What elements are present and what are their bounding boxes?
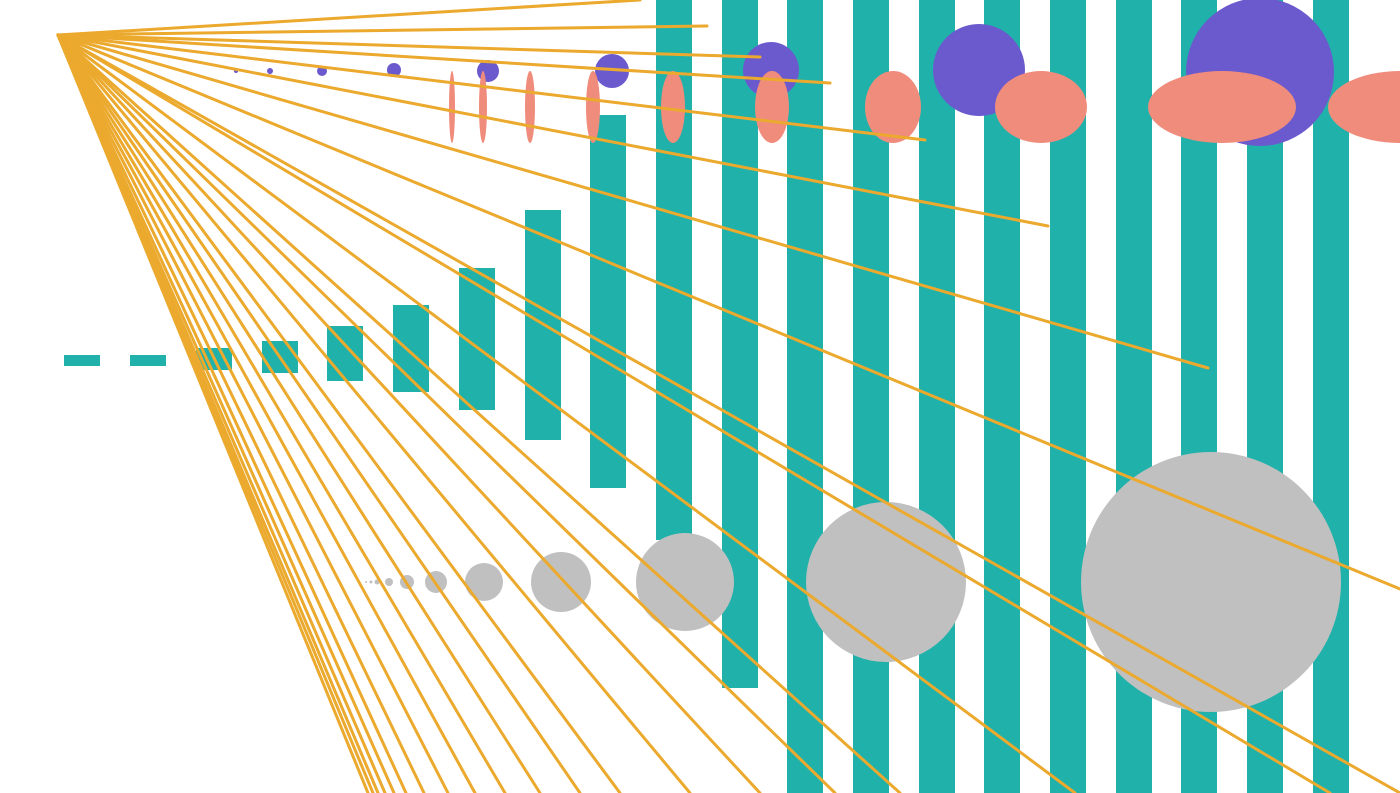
gold-ray-20 [56, 33, 477, 793]
gold-ray-21 [56, 33, 450, 793]
teal-bar-20 [1313, 0, 1349, 793]
gold-ray-19 [56, 33, 507, 793]
gold-ray-12 [56, 33, 902, 793]
teal-bar-9 [590, 115, 626, 488]
salmon-ellipse-3 [525, 71, 535, 143]
gold-ray-17 [56, 33, 582, 793]
gray-circle-1 [365, 581, 367, 583]
salmon-ellipse-6 [755, 71, 789, 143]
gold-ray-6 [56, 33, 1050, 228]
gray-circle-2 [369, 580, 373, 584]
gold-ray-7 [56, 33, 1210, 370]
teal-bar-12 [787, 0, 823, 793]
salmon-ellipse-7 [865, 71, 921, 143]
salmon-ellipse-9 [1148, 71, 1296, 143]
teal-bar-1 [64, 355, 100, 366]
gold-ray-10 [56, 33, 1332, 793]
gold-ray-5 [56, 33, 927, 142]
salmon-ellipse-1 [449, 71, 455, 143]
gold-ray-23 [56, 33, 408, 793]
gold-ray-9 [56, 33, 1400, 793]
gold-ray-1 [56, 0, 642, 37]
gold-ray-16 [56, 33, 622, 793]
gold-ray-8 [56, 33, 1400, 591]
gray-circle-7 [465, 563, 503, 601]
purple-circle-4 [387, 63, 401, 77]
gray-circle-11 [1081, 452, 1341, 712]
gray-circle-9 [636, 533, 734, 631]
salmon-ellipses-group [449, 71, 1400, 143]
salmon-ellipse-8 [995, 71, 1087, 143]
purple-circle-2 [267, 68, 273, 74]
gold-ray-15 [56, 33, 692, 793]
gold-ray-22 [56, 33, 426, 793]
gray-circle-8 [531, 552, 591, 612]
teal-bar-5 [327, 326, 363, 381]
gold-ray-13 [56, 33, 837, 793]
gray-circle-4 [385, 578, 393, 586]
gold-ray-2 [56, 24, 709, 37]
gold-ray-3 [56, 33, 762, 59]
gold-ray-18 [56, 33, 542, 793]
gold-ray-11 [56, 33, 1077, 793]
salmon-ellipse-4 [586, 71, 600, 143]
gold-ray-4 [56, 33, 832, 85]
salmon-ellipse-2 [479, 71, 487, 143]
salmon-ellipse-10 [1328, 71, 1400, 143]
gold-rays-group [56, 0, 1400, 793]
salmon-ellipse-5 [661, 71, 685, 143]
purple-circle-6 [595, 54, 629, 88]
gold-ray-14 [56, 33, 762, 793]
teal-bar-2 [130, 355, 166, 366]
gold-ray-28 [56, 33, 370, 793]
gray-circle-10 [806, 502, 966, 662]
